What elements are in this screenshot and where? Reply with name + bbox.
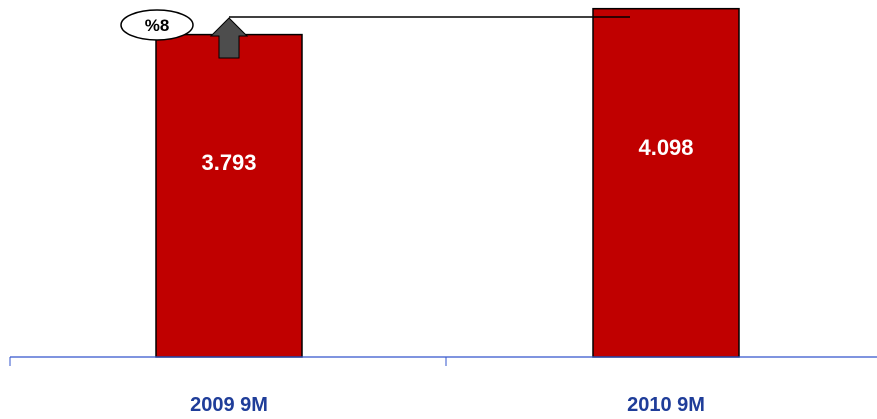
growth-badge-label: %8 [145, 16, 170, 35]
category-label: 2009 9M [190, 394, 268, 416]
bar-value-label: 3.793 [201, 150, 256, 175]
category-labels: 2009 9M 2010 9M [190, 394, 705, 416]
bars [155, 7, 740, 358]
category-label: 2010 9M [627, 394, 705, 416]
up-arrow-icon [209, 17, 249, 59]
value-labels: 3.793 4.098 [201, 135, 693, 175]
growth-badge [120, 9, 194, 41]
bar-2009-9m [155, 33, 303, 358]
bar-2010-9m [592, 7, 740, 358]
bar-value-label: 4.098 [638, 135, 693, 160]
